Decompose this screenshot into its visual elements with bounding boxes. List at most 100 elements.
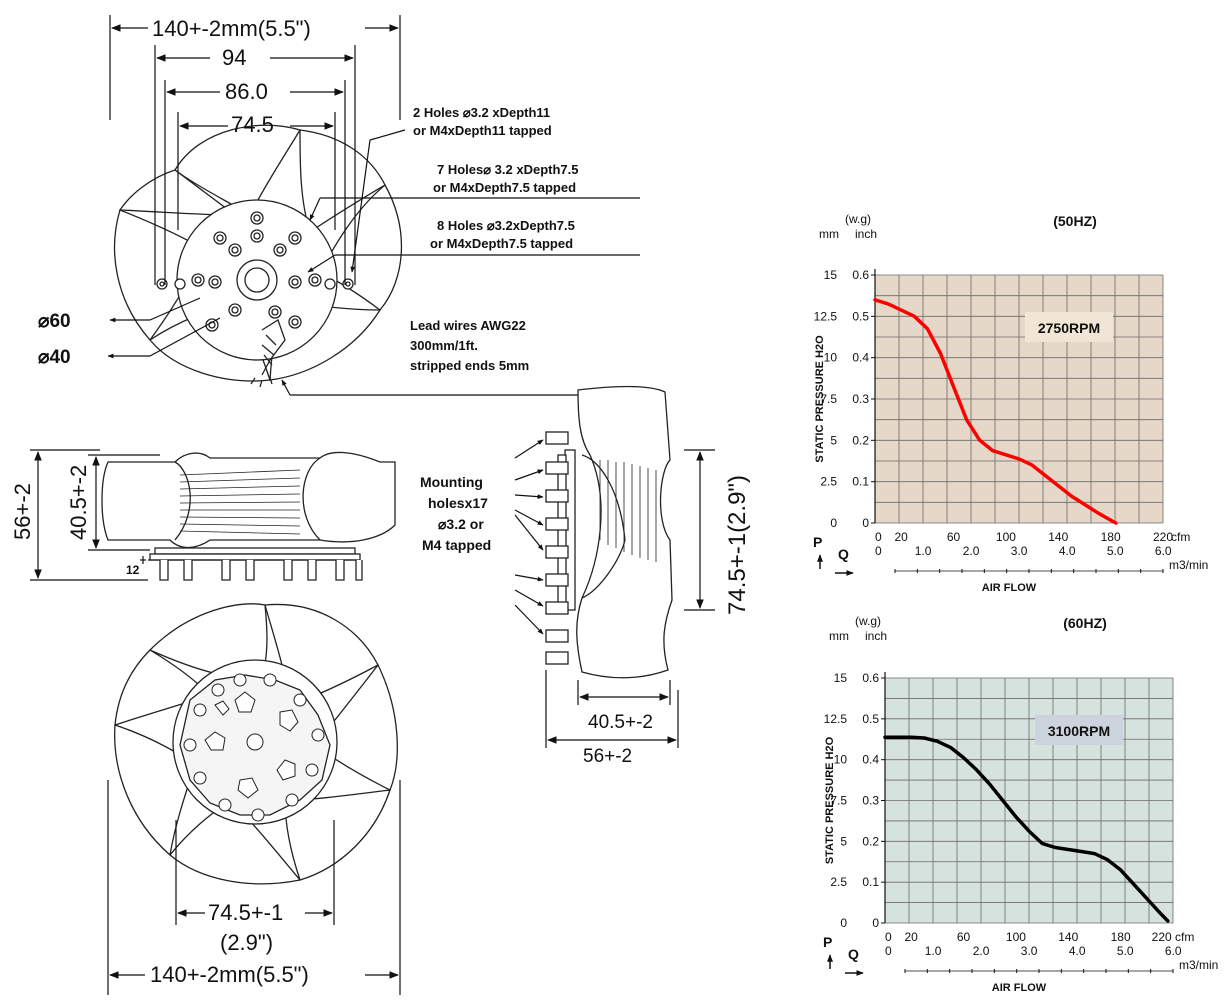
- m3-tick-label: 3.0: [1021, 944, 1038, 958]
- mm-tick-label: 15: [834, 671, 848, 685]
- cfm-tick-label: 140: [1048, 530, 1068, 544]
- m3-tick-label: 5.0: [1107, 544, 1124, 558]
- m3-unit-label: m3/min: [1169, 558, 1208, 572]
- chart-50hz: 0 0.1 0.2 0.3 0.4 0.5 0.6 0 2.5 5 7.5 10 12.5 15 0 20 60…: [813, 212, 1208, 594]
- mm-tick-label: 15: [824, 268, 838, 282]
- cfm-tick-label: 100: [1006, 930, 1026, 944]
- q-axis-label: Q: [848, 946, 859, 962]
- cfm-tick-label: 140: [1058, 930, 1078, 944]
- holes7-note-line2: or M4xDepth7.5 tapped: [433, 180, 576, 195]
- q-axis-label: Q: [838, 546, 849, 562]
- cfm-unit-label: cfm: [1171, 530, 1190, 544]
- cfm-tick-label: 180: [1111, 930, 1131, 944]
- inch-tick-label: 0.3: [862, 794, 879, 808]
- mm-tick-label: 7.5: [820, 392, 837, 406]
- cfm-tick-label: 60: [957, 930, 971, 944]
- mm-tick-label: 2.5: [820, 475, 837, 489]
- holes7-note-line1: 7 Holes⌀ 3.2 xDepth7.5: [437, 162, 579, 177]
- wg-unit-label: (w.g): [845, 212, 871, 226]
- holes2-note-line1: 2 Holes ⌀3.2 xDepth11: [413, 105, 550, 120]
- mounting-note-line3: ⌀3.2 or: [438, 516, 484, 532]
- inch-tick-label: 0.4: [862, 753, 879, 767]
- lead-note-line2: 300mm/1ft.: [410, 338, 478, 353]
- wg-unit-label: (w.g): [855, 614, 881, 628]
- m3-tick-label: 2.0: [973, 944, 990, 958]
- cfm-tick-label: 220 cfm: [1152, 930, 1195, 944]
- m3-tick-label: 1.0: [925, 944, 942, 958]
- side-dimension-lines: [30, 449, 160, 581]
- inch-tick-label: 0: [872, 916, 879, 930]
- mm-tick-label: 0: [830, 516, 837, 530]
- inch-tick-label: 0.1: [852, 475, 869, 489]
- cfm-tick-label: 0: [885, 930, 892, 944]
- inch-unit-label: inch: [865, 629, 887, 643]
- width-74-label: 74.5: [231, 112, 274, 137]
- rpm-label: 2750RPM: [1038, 320, 1100, 336]
- m3-tick-label: 0: [875, 544, 882, 558]
- p-axis-label: P: [813, 534, 822, 550]
- series-line: [873, 298, 1118, 525]
- cfm-tick-label: 100: [996, 530, 1016, 544]
- rpm-box: [1025, 312, 1113, 342]
- lead-note-line3: stripped ends 5mm: [410, 358, 529, 373]
- cfm-tick-label: 0: [875, 530, 882, 544]
- m3-tick-label: 4.0: [1059, 544, 1076, 558]
- inch-tick-label: 0.4: [852, 351, 869, 365]
- cfm-tick-label: 220: [1153, 530, 1173, 544]
- cfm-tick-label: 60: [947, 530, 961, 544]
- chart-title: (60HZ): [1063, 615, 1107, 631]
- dia40-label: ⌀40: [38, 347, 71, 368]
- width-94-label: 94: [222, 45, 246, 70]
- bottom-inner-inch-label: (2.9"): [220, 930, 273, 955]
- mm-unit-label: mm: [829, 629, 849, 643]
- m3-tick-label: 4.0: [1069, 944, 1086, 958]
- bottom-dimension-lines: [107, 780, 401, 995]
- width-86-label: 86.0: [225, 79, 268, 104]
- right-width1-label: 40.5+-2: [588, 712, 653, 733]
- inch-tick-label: 0.1: [862, 875, 879, 889]
- mm-unit-label: mm: [819, 227, 839, 241]
- right-height-label: 74.5+-1(2.9"): [724, 475, 751, 615]
- rpm-box: [1035, 715, 1123, 745]
- side-height-label: 56+-2: [10, 483, 35, 540]
- m3-tick-label: 5.0: [1117, 944, 1134, 958]
- rpm-label: 3100RPM: [1048, 723, 1110, 739]
- cfm-tick-label: 20: [905, 930, 919, 944]
- m3-tick-label: 6.0: [1155, 544, 1172, 558]
- bottom-overall-label: 140+-2mm(5.5"): [150, 962, 309, 987]
- side-inner-label: 40.5+-2: [66, 465, 91, 540]
- bottom-view-fan: [114, 603, 398, 885]
- right-width2-label: 56+-2: [583, 746, 632, 767]
- y-axis-title: STATIC PRESSURE H2O: [814, 335, 826, 463]
- side-base-label: 12: [126, 563, 140, 577]
- mm-tick-label: 12.5: [824, 712, 848, 726]
- m3-unit-label: m3/min: [1179, 958, 1218, 972]
- lead-note-line1: Lead wires AWG22: [410, 318, 526, 333]
- mounting-note-line4: M4 tapped: [422, 537, 491, 553]
- m3-tick-label: 0: [885, 944, 892, 958]
- inch-tick-label: 0.2: [862, 834, 879, 848]
- dia60-label: ⌀60: [38, 311, 71, 332]
- mm-tick-label: 10: [824, 351, 838, 365]
- cfm-tick-label: 180: [1101, 530, 1121, 544]
- x-axis-title: AIR FLOW: [992, 982, 1047, 994]
- cfm-tick-label: 20: [895, 530, 909, 544]
- top-view-fan: [113, 124, 402, 388]
- mm-tick-label: 10: [834, 753, 848, 767]
- mm-tick-label: 7.5: [830, 794, 847, 808]
- inch-tick-label: 0.5: [862, 712, 879, 726]
- series-line: [883, 735, 1170, 923]
- holes8-note-line1: 8 Holes ⌀3.2xDepth7.5: [437, 218, 575, 233]
- right-dimension-lines: [514, 439, 715, 748]
- mm-tick-label: 5: [840, 834, 847, 848]
- inch-unit-label: inch: [855, 227, 877, 241]
- inch-tick-label: 0.6: [862, 671, 879, 685]
- overall-width-label: 140+-2mm(5.5"): [152, 16, 311, 41]
- chart-title: (50HZ): [1053, 213, 1097, 229]
- y-axis-title: STATIC PRESSURE H2O: [824, 736, 836, 864]
- mounting-note-line2: holesx17: [428, 495, 488, 511]
- mm-tick-label: 0: [840, 916, 847, 930]
- mm-tick-label: 12.5: [814, 309, 838, 323]
- p-axis-label: P: [823, 934, 832, 950]
